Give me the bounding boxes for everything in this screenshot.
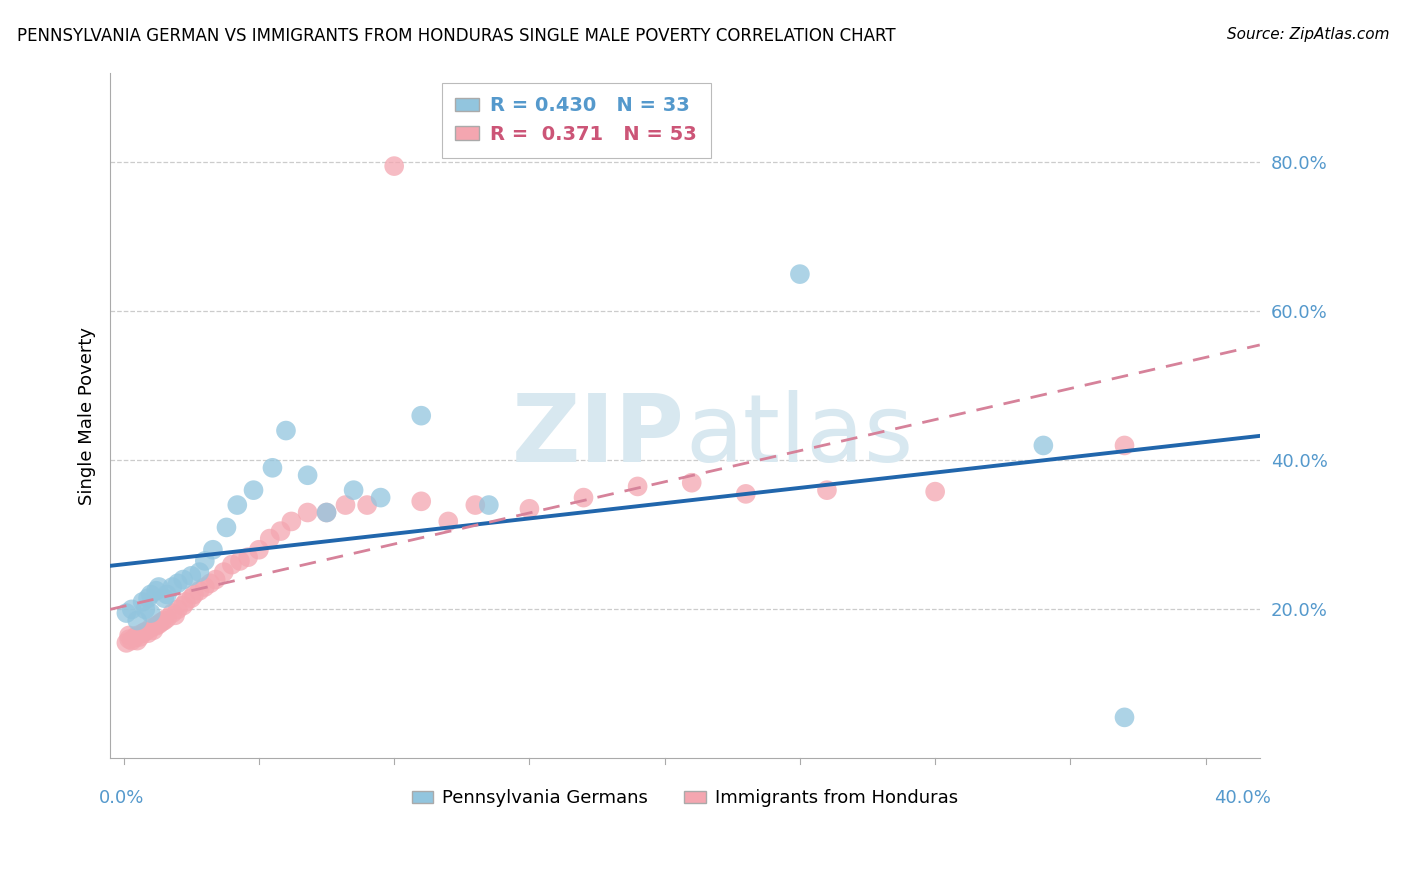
Text: PENNSYLVANIA GERMAN VS IMMIGRANTS FROM HONDURAS SINGLE MALE POVERTY CORRELATION : PENNSYLVANIA GERMAN VS IMMIGRANTS FROM H… (17, 27, 896, 45)
Point (183, 587, 205, 601)
Text: ZIP: ZIP (512, 390, 685, 483)
Point (172, 573, 194, 587)
Point (194, 580, 217, 594)
Point (139, 621, 162, 635)
Point (437, 515, 460, 529)
Point (815, 483, 838, 498)
Text: 40.0%: 40.0% (1215, 789, 1271, 807)
Point (259, 532, 281, 546)
Point (924, 484, 946, 499)
Point (142, 624, 165, 638)
Point (315, 506, 337, 520)
Point (464, 498, 486, 512)
Point (247, 542, 270, 557)
Point (681, 475, 703, 490)
Point (789, 267, 811, 281)
Point (174, 595, 197, 609)
Point (124, 631, 146, 645)
Point (188, 565, 211, 579)
Point (1032, 438, 1054, 452)
Y-axis label: Single Male Poverty: Single Male Poverty (79, 326, 96, 505)
Point (478, 498, 501, 512)
Point (129, 630, 152, 644)
Point (215, 520, 238, 534)
Point (121, 602, 143, 616)
Point (150, 615, 173, 629)
Point (204, 573, 226, 587)
Point (280, 515, 302, 529)
Point (1114, 438, 1136, 452)
Point (626, 479, 648, 493)
Point (236, 550, 259, 565)
Point (200, 576, 222, 591)
Point (172, 599, 194, 613)
Point (145, 618, 167, 632)
Point (226, 498, 249, 512)
Point (411, 494, 433, 508)
Point (212, 565, 235, 579)
Point (139, 587, 162, 601)
Text: Source: ZipAtlas.com: Source: ZipAtlas.com (1226, 27, 1389, 42)
Point (115, 636, 138, 650)
Point (148, 617, 170, 632)
Point (131, 626, 153, 640)
Point (194, 554, 217, 568)
Point (118, 628, 141, 642)
Point (734, 487, 756, 501)
Point (139, 606, 162, 620)
Point (127, 628, 149, 642)
Point (165, 608, 187, 623)
Point (156, 611, 179, 625)
Text: 0.0%: 0.0% (98, 789, 143, 807)
Point (127, 633, 149, 648)
Point (134, 602, 156, 616)
Point (297, 506, 319, 520)
Point (115, 606, 138, 620)
Point (118, 632, 141, 647)
Point (335, 498, 357, 512)
Point (382, 159, 405, 173)
Point (180, 591, 202, 606)
Point (180, 569, 202, 583)
Point (315, 506, 337, 520)
Point (188, 583, 211, 598)
Legend: Pennsylvania Germans, Immigrants from Honduras: Pennsylvania Germans, Immigrants from Ho… (405, 782, 966, 814)
Point (156, 587, 179, 601)
Point (148, 580, 170, 594)
Point (356, 498, 378, 512)
Point (162, 606, 184, 620)
Point (136, 626, 159, 640)
Text: atlas: atlas (685, 390, 914, 483)
Point (136, 591, 159, 606)
Point (274, 424, 297, 438)
Point (153, 614, 176, 628)
Point (166, 576, 188, 591)
Point (370, 491, 392, 505)
Point (342, 483, 364, 498)
Point (153, 591, 176, 606)
Point (1114, 710, 1136, 724)
Point (134, 624, 156, 639)
Point (221, 558, 243, 572)
Point (166, 602, 188, 616)
Point (145, 583, 167, 598)
Point (121, 633, 143, 648)
Point (229, 554, 252, 568)
Point (131, 595, 153, 609)
Point (242, 483, 264, 498)
Point (201, 542, 224, 557)
Point (297, 468, 319, 483)
Point (162, 580, 184, 594)
Point (270, 524, 292, 538)
Point (519, 501, 541, 516)
Point (572, 491, 595, 505)
Point (411, 409, 433, 423)
Point (127, 614, 149, 628)
Point (262, 460, 284, 475)
